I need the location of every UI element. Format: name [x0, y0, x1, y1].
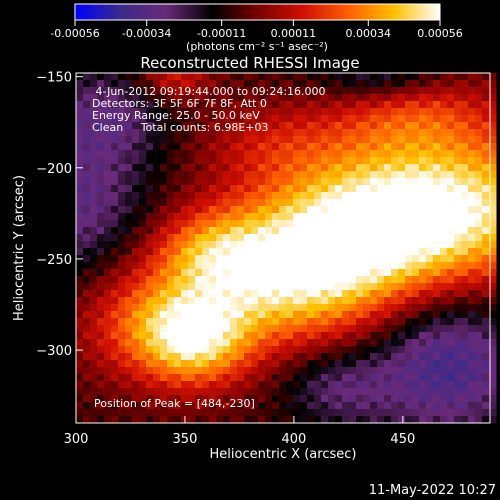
- info-line-4: Clean Total counts: 6.98E+03: [92, 121, 269, 134]
- x-axis: 300 350 400 450: [64, 416, 415, 447]
- info-line-2: Detectors: 3F 5F 6F 7F 8F, Att 0: [92, 97, 267, 110]
- peak-position-label: Position of Peak = [484,-230]: [94, 397, 255, 410]
- y-axis: −150 −200 −250 −300: [36, 71, 83, 359]
- colorbar-tick-label: -0.00056: [50, 27, 99, 40]
- timestamp: 11-May-2022 10:27: [369, 483, 496, 498]
- colorbar-tick-label: 0.00011: [271, 27, 317, 40]
- heatmap: [76, 73, 497, 424]
- y-tick-label: −300: [36, 344, 72, 359]
- colorbar-unit-label: (photons cm⁻² s⁻¹ asec⁻²): [186, 40, 328, 53]
- colorbar-tick-label: -0.00011: [197, 27, 246, 40]
- x-tick-label: 400: [281, 432, 306, 447]
- plot-frame: [75, 72, 491, 424]
- colorbar-tick-label: 0.00034: [346, 27, 392, 40]
- x-tick-label: 450: [390, 432, 415, 447]
- colorbar-ticks: -0.00056 -0.00034 -0.00011 0.00011 0.00034 0.…: [50, 20, 463, 40]
- y-tick-label: −150: [36, 71, 72, 86]
- info-line-1: 4-Jun-2012 09:19:44.000 to 09:24:16.000: [92, 85, 326, 98]
- y-tick-label: −200: [36, 162, 72, 177]
- chart-title: Reconstructed RHESSI Image: [140, 54, 359, 72]
- colorbar-tick-label: -0.00034: [122, 27, 171, 40]
- colorbar-tick-label: 0.00056: [417, 27, 463, 40]
- x-tick-label: 300: [64, 432, 89, 447]
- x-tick-label: 350: [173, 432, 198, 447]
- y-tick-label: −250: [36, 253, 72, 268]
- y-axis-label: Heliocentric Y (arcsec): [12, 175, 27, 321]
- x-axis-label: Heliocentric X (arcsec): [210, 447, 357, 462]
- colorbar: [74, 3, 441, 21]
- info-line-3: Energy Range: 25.0 - 50.0 keV: [92, 109, 260, 122]
